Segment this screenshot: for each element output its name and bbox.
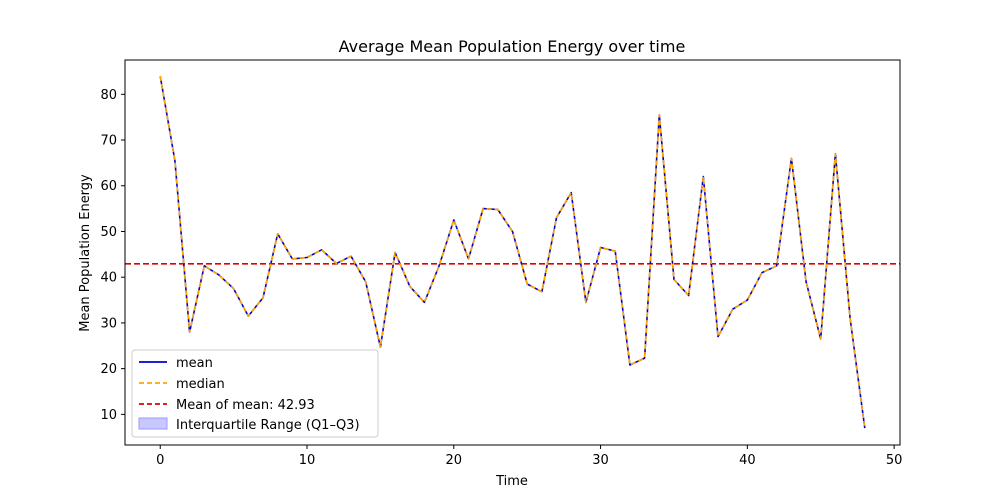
point-median-15 xyxy=(380,347,381,348)
point-median-9 xyxy=(292,258,293,259)
point-median-21 xyxy=(468,258,469,259)
plot-frame xyxy=(124,59,901,446)
point-median-25 xyxy=(527,283,528,284)
point-median-30 xyxy=(600,247,601,248)
point-median-22 xyxy=(483,208,484,209)
point-median-31 xyxy=(615,251,616,252)
x-tick-label-0: 0 xyxy=(156,453,164,468)
point-median-40 xyxy=(747,300,748,301)
point-median-33 xyxy=(644,358,645,359)
point-median-8 xyxy=(277,233,278,234)
y-tick-label-70: 70 xyxy=(100,134,117,149)
point-median-13 xyxy=(350,256,351,257)
point-median-11 xyxy=(321,249,322,250)
point-median-7 xyxy=(262,297,263,298)
y-axis: 10 20 30 40 50 60 70 80 xyxy=(100,88,125,423)
point-median-43 xyxy=(791,158,792,159)
y-tick-label-60: 60 xyxy=(100,179,117,194)
point-median-37 xyxy=(703,176,704,177)
chart-title: Average Mean Population Energy over time xyxy=(339,37,686,56)
point-median-19 xyxy=(439,265,440,266)
point-median-32 xyxy=(629,364,630,365)
y-tick-label-40: 40 xyxy=(100,271,117,286)
y-tick-label-10: 10 xyxy=(100,408,117,423)
point-median-36 xyxy=(688,295,689,296)
y-tick-label-30: 30 xyxy=(100,316,117,331)
point-median-46 xyxy=(835,153,836,154)
point-median-18 xyxy=(424,302,425,303)
point-median-4 xyxy=(218,274,219,275)
legend: mean median Mean of mean: 42.93 Interqua… xyxy=(131,349,379,438)
x-tick-label-30: 30 xyxy=(592,453,609,468)
point-median-47 xyxy=(850,318,851,319)
point-median-39 xyxy=(732,309,733,310)
point-median-29 xyxy=(585,302,586,303)
point-median-2 xyxy=(189,332,190,333)
x-axis-label: Time xyxy=(495,474,528,489)
x-tick-label-50: 50 xyxy=(886,453,903,468)
legend-label-iqr: Interquartile Range (Q1–Q3) xyxy=(176,418,360,433)
point-median-34 xyxy=(659,114,660,115)
point-median-44 xyxy=(806,281,807,282)
point-median-42 xyxy=(776,265,777,266)
legend-swatch-iqr xyxy=(138,417,168,430)
y-tick-label-20: 20 xyxy=(100,362,117,377)
point-median-1 xyxy=(174,160,175,161)
x-tick-label-20: 20 xyxy=(446,453,463,468)
point-median-28 xyxy=(571,192,572,193)
y-tick-label-80: 80 xyxy=(100,88,117,103)
point-median-14 xyxy=(365,281,366,282)
point-median-6 xyxy=(248,316,249,317)
point-median-10 xyxy=(306,257,307,258)
point-median-38 xyxy=(717,336,718,337)
point-median-26 xyxy=(541,291,542,292)
point-median-35 xyxy=(673,279,674,280)
point-median-27 xyxy=(556,217,557,218)
point-median-5 xyxy=(233,288,234,289)
point-median-12 xyxy=(336,263,337,264)
point-median-16 xyxy=(395,252,396,253)
point-median-48 xyxy=(864,428,865,429)
x-axis: 0 10 20 30 40 50 xyxy=(156,445,902,468)
point-median-20 xyxy=(453,219,454,220)
y-axis-label: Mean Population Energy xyxy=(78,174,93,332)
x-tick-label-40: 40 xyxy=(739,453,756,468)
y-tick-label-50: 50 xyxy=(100,225,117,240)
point-median-41 xyxy=(761,272,762,273)
point-median-45 xyxy=(820,338,821,339)
legend-label-mean-of-mean: Mean of mean: 42.93 xyxy=(176,398,315,413)
legend-label-mean: mean xyxy=(176,356,213,371)
series-line-median xyxy=(159,75,866,429)
point-median-0 xyxy=(160,75,161,76)
point-median-17 xyxy=(409,286,410,287)
point-median-24 xyxy=(512,231,513,232)
x-tick-label-10: 10 xyxy=(299,453,316,468)
legend-label-median: median xyxy=(176,377,225,392)
point-median-23 xyxy=(497,209,498,210)
point-median-3 xyxy=(204,265,205,266)
plot-area xyxy=(125,75,900,429)
legend-box xyxy=(131,349,379,438)
